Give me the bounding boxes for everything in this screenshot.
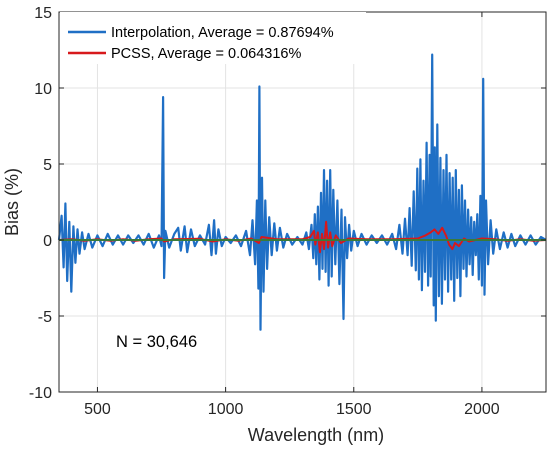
x-tick-label: 1500 [336, 401, 372, 418]
ticks: 500 1000 1500 2000 -10 -5 0 5 10 15 [29, 5, 546, 418]
y-axis-label: Bias (%) [2, 168, 22, 236]
legend: Interpolation, Average = 0.87694% PCSS, … [60, 12, 366, 64]
legend-label-pcss: PCSS, Average = 0.064316% [111, 46, 301, 62]
series-layer [57, 53, 547, 331]
y-tick-label: 15 [34, 5, 52, 22]
x-axis-label: Wavelength (nm) [248, 425, 384, 445]
x-tick-label: 500 [84, 401, 111, 418]
y-tick-label: 0 [43, 233, 52, 250]
y-tick-label: 10 [34, 81, 52, 98]
y-tick-label: -5 [38, 309, 52, 326]
interpolation-series-line [57, 53, 547, 331]
x-tick-label: 2000 [464, 401, 500, 418]
pcss-series-line [58, 220, 547, 254]
x-tick-label: 1000 [208, 401, 244, 418]
legend-box [60, 12, 366, 64]
sample-count-annotation: N = 30,646 [116, 333, 197, 351]
legend-label-interpolation: Interpolation, Average = 0.87694% [111, 25, 334, 41]
y-tick-label: 5 [43, 157, 52, 174]
y-tick-label: -10 [29, 385, 52, 402]
